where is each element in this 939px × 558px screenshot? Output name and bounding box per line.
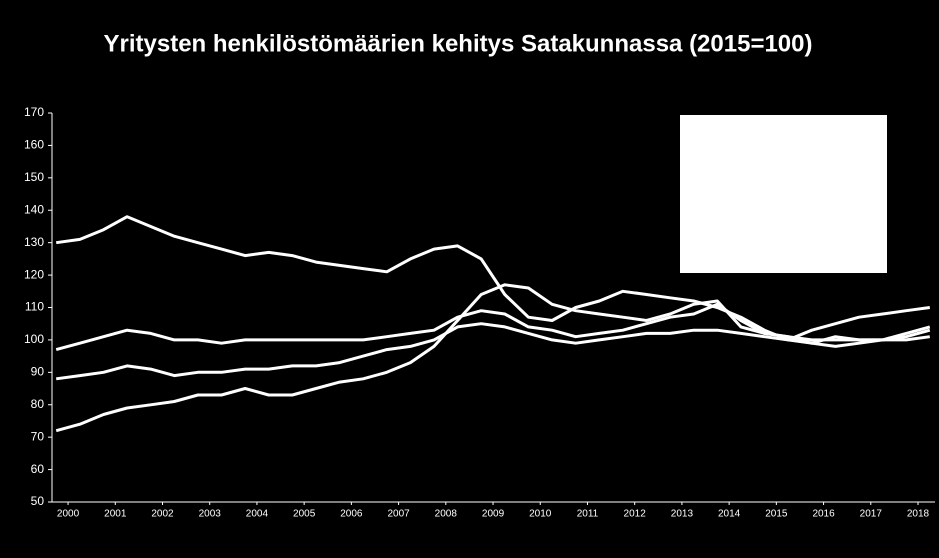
y-tick-label: 160 — [24, 138, 44, 152]
x-tick-label: 2007 — [387, 509, 410, 520]
y-tick-label: 170 — [24, 105, 44, 119]
y-tick-label: 120 — [24, 267, 44, 281]
x-tick-label: 2013 — [671, 509, 694, 520]
x-tick-label: 2004 — [246, 509, 269, 520]
y-tick-label: 110 — [25, 300, 44, 314]
y-tick-label: 130 — [24, 235, 44, 249]
x-tick-label: 2003 — [199, 509, 222, 520]
x-tick-label: 2001 — [104, 509, 127, 520]
x-tick-label: 2018 — [907, 509, 930, 520]
x-tick-label: 2017 — [860, 509, 883, 520]
y-tick-label: 90 — [31, 365, 45, 379]
x-tick-label: 2010 — [529, 509, 552, 520]
x-tick-label: 2016 — [812, 509, 835, 520]
x-tick-label: 2006 — [340, 509, 363, 520]
y-tick-label: 100 — [24, 332, 44, 346]
x-tick-label: 2015 — [765, 509, 788, 520]
y-tick-label: 70 — [31, 429, 45, 443]
chart-title: Yritysten henkilöstömäärien kehitys Sata… — [104, 30, 813, 57]
legend-box — [680, 115, 887, 273]
x-tick-label: 2012 — [624, 509, 647, 520]
x-tick-label: 2014 — [718, 509, 741, 520]
series-line — [55, 322, 931, 381]
x-tick-label: 2000 — [57, 509, 80, 520]
y-tick-label: 150 — [24, 170, 44, 184]
y-tick-label: 50 — [31, 494, 45, 508]
x-tick-label: 2005 — [293, 509, 316, 520]
y-tick-label: 80 — [31, 397, 45, 411]
x-tick-label: 2002 — [151, 509, 174, 520]
y-tick-label: 140 — [24, 202, 44, 216]
series-line — [55, 283, 931, 433]
x-tick-label: 2008 — [435, 509, 458, 520]
x-tick-label: 2011 — [577, 509, 599, 520]
y-tick-label: 60 — [31, 462, 45, 476]
x-tick-label: 2009 — [482, 509, 505, 520]
